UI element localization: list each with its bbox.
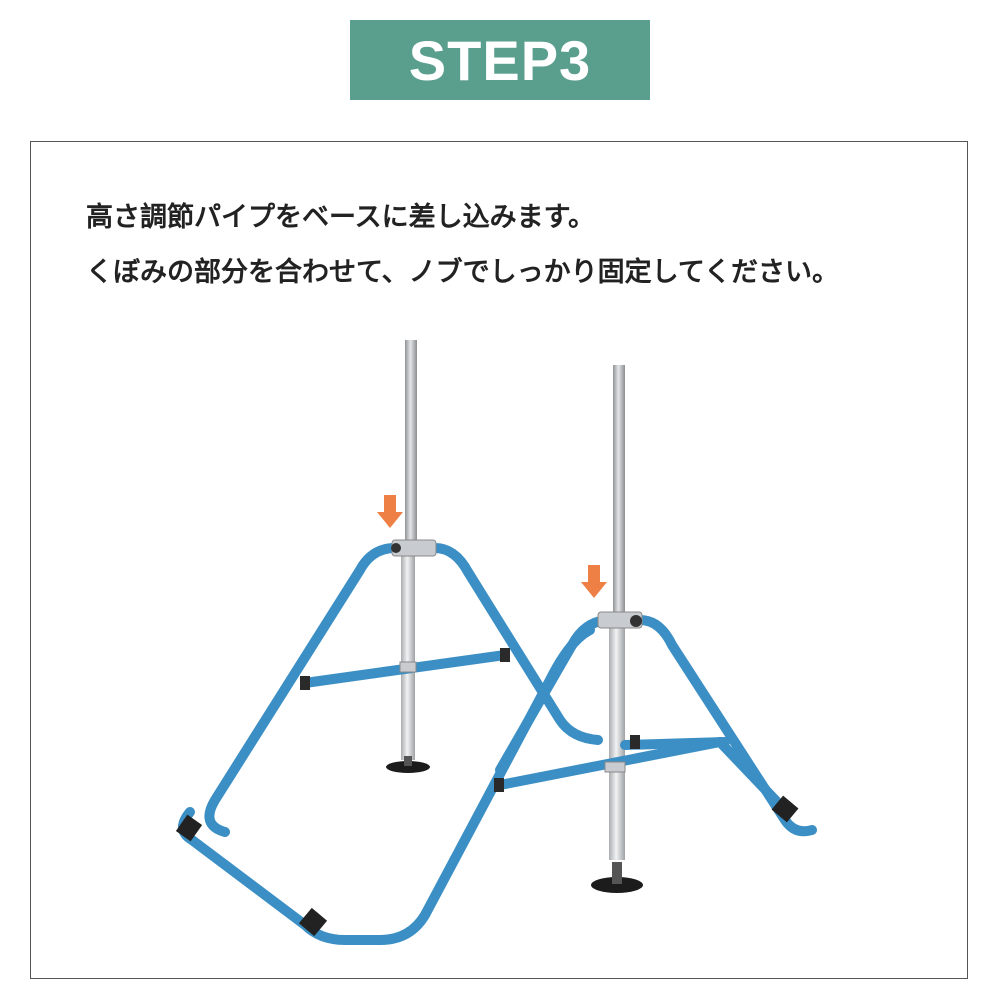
left-foot-cap [175,814,203,842]
left-knob [391,543,401,553]
left-base-frame [178,543,603,945]
front-foot-cap [298,907,328,937]
step-title: STEP3 [408,28,592,92]
right-base-frame [495,615,817,837]
arrow-left [377,495,403,528]
right-foot-cap [771,795,799,823]
step-badge: STEP3 [350,20,650,100]
left-height-pipe [386,340,430,773]
instruction-line-2: くぼみの部分を合わせて、ノブでしっかり固定してください。 [86,257,840,288]
arrow-right [581,565,607,598]
right-knob [630,615,642,627]
instruction-line-1: 高さ調節パイプをベースに差し込みます。 [86,202,595,233]
right-height-pipe [591,365,643,893]
content-frame [30,141,968,979]
